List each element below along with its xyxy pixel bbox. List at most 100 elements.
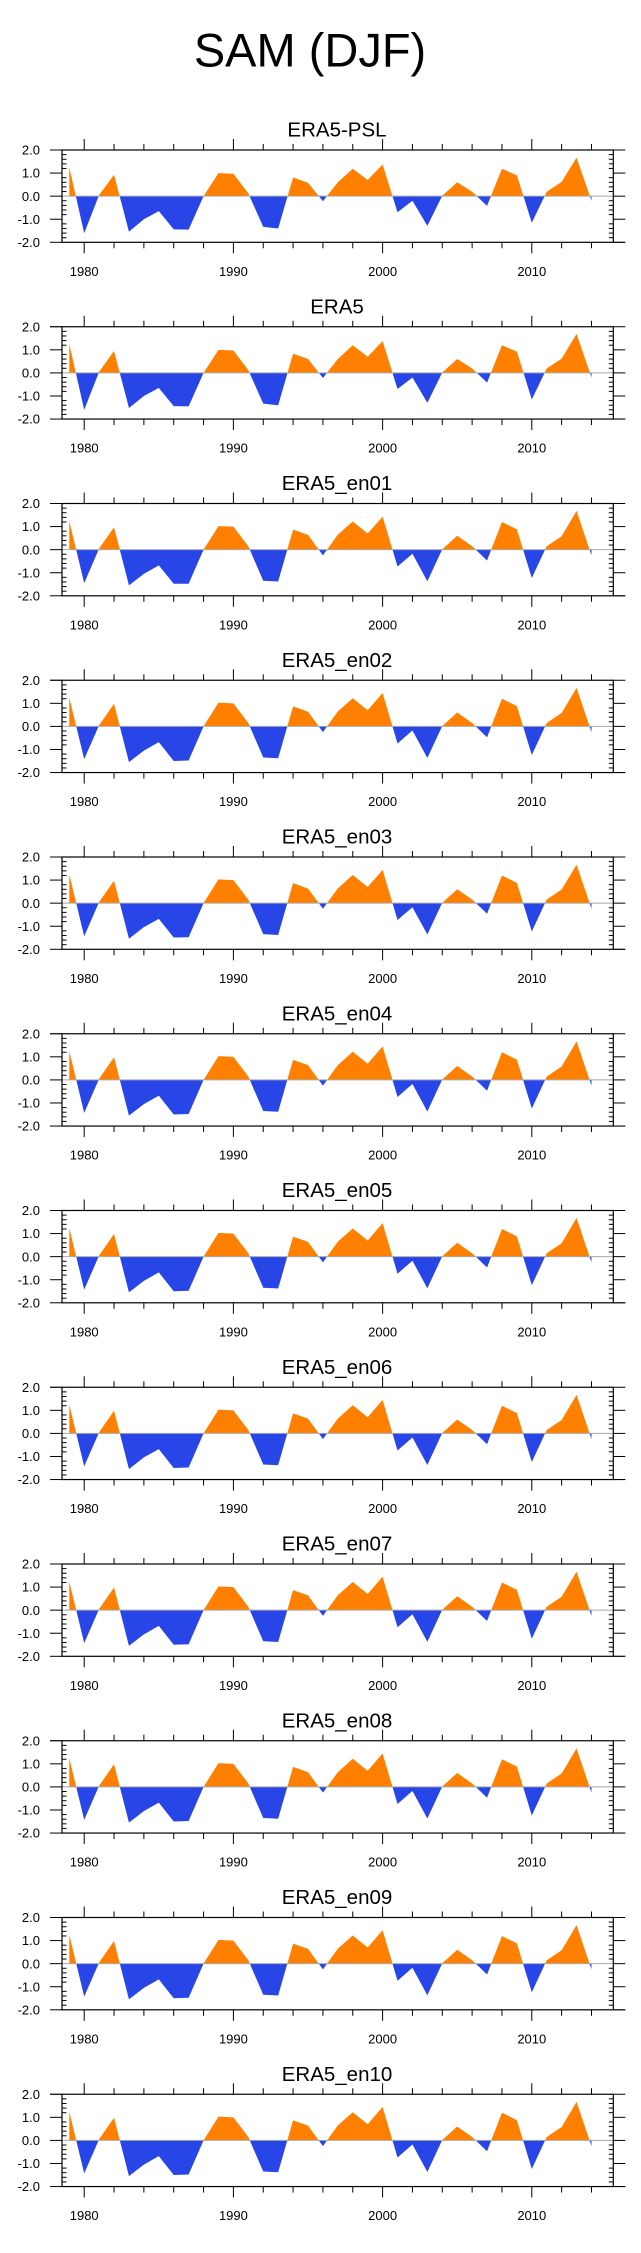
x-tick-label: 2010 bbox=[517, 2208, 546, 2223]
positive-area bbox=[69, 2101, 590, 2141]
y-tick-label: 0.0 bbox=[22, 1603, 40, 1618]
x-tick-label: 1980 bbox=[70, 1148, 99, 1163]
x-tick-label: 1980 bbox=[70, 1324, 99, 1339]
x-tick-label: 1990 bbox=[219, 2031, 248, 2046]
negative-area bbox=[76, 726, 592, 763]
x-tick-label: 1980 bbox=[70, 1501, 99, 1516]
positive-area bbox=[69, 1394, 590, 1434]
y-tick-label: -1.0 bbox=[18, 212, 40, 227]
x-tick-label: 1980 bbox=[70, 264, 99, 279]
y-tick-label: 2.0 bbox=[22, 319, 40, 334]
x-tick-label: 2000 bbox=[368, 794, 397, 809]
panel-era5-en05: ERA5_en05 2.0 1.0 0.0 -1.0 -2.0 1980 1990 2000 20… bbox=[18, 1179, 626, 1339]
x-tick-label: 2000 bbox=[368, 264, 397, 279]
y-tick-label: -1.0 bbox=[18, 742, 40, 757]
x-tick-label: 2000 bbox=[368, 1324, 397, 1339]
x-tick-label: 1990 bbox=[219, 794, 248, 809]
x-tick-label: 2010 bbox=[517, 794, 546, 809]
y-tick-label: 1.0 bbox=[22, 2110, 40, 2125]
y-tick-label: 0.0 bbox=[22, 366, 40, 381]
y-tick-label: -2.0 bbox=[18, 765, 40, 780]
negative-area bbox=[76, 1786, 592, 1823]
y-tick-label: 2.0 bbox=[22, 1203, 40, 1218]
y-tick-label: 2.0 bbox=[22, 496, 40, 511]
y-tick-label: 1.0 bbox=[22, 1403, 40, 1418]
x-tick-label: 1990 bbox=[219, 617, 248, 632]
x-tick-label: 2000 bbox=[368, 971, 397, 986]
y-tick-label: 0.0 bbox=[22, 189, 40, 204]
panel-era5-en08: ERA5_en08 2.0 1.0 0.0 -1.0 -2.0 1980 1990 2000 20… bbox=[18, 1709, 626, 1870]
x-tick-label: 2010 bbox=[517, 2031, 546, 2046]
x-tick-label: 2010 bbox=[517, 1855, 546, 1870]
x-tick-label: 2000 bbox=[368, 1678, 397, 1693]
panel-title: ERA5_en03 bbox=[282, 826, 393, 849]
y-tick-label: -1.0 bbox=[18, 919, 40, 934]
x-tick-label: 2010 bbox=[517, 617, 546, 632]
y-tick-label: 0.0 bbox=[22, 1956, 40, 1971]
x-tick-label: 2010 bbox=[517, 1501, 546, 1516]
y-tick-label: -1.0 bbox=[18, 1096, 40, 1111]
y-tick-label: 1.0 bbox=[22, 342, 40, 357]
y-tick-label: 1.0 bbox=[22, 1226, 40, 1241]
x-tick-label: 1990 bbox=[219, 441, 248, 456]
panel-title: ERA5-PSL bbox=[287, 119, 386, 142]
y-tick-label: 1.0 bbox=[22, 1580, 40, 1595]
x-tick-label: 1990 bbox=[219, 1501, 248, 1516]
panel-era5-en04: ERA5_en04 2.0 1.0 0.0 -1.0 -2.0 1980 1990 2000 20… bbox=[18, 1002, 626, 1163]
x-tick-label: 1990 bbox=[219, 1324, 248, 1339]
y-tick-label: 0.0 bbox=[22, 1780, 40, 1795]
x-tick-label: 1990 bbox=[219, 1855, 248, 1870]
y-tick-label: -2.0 bbox=[18, 588, 40, 603]
panel-title: ERA5_en10 bbox=[282, 2063, 393, 2086]
y-tick-label: 0.0 bbox=[22, 1249, 40, 1264]
positive-area bbox=[69, 1041, 590, 1080]
y-tick-label: 2.0 bbox=[22, 850, 40, 865]
figure-title: SAM (DJF) bbox=[194, 24, 426, 77]
y-tick-label: 1.0 bbox=[22, 1756, 40, 1771]
x-tick-label: 1980 bbox=[70, 617, 99, 632]
negative-area bbox=[75, 372, 592, 410]
panel-era5-en07: ERA5_en07 2.0 1.0 0.0 -1.0 -2.0 1980 1990 2000 20… bbox=[18, 1533, 626, 1693]
x-tick-label: 2000 bbox=[368, 1148, 397, 1163]
panel-title: ERA5_en06 bbox=[282, 1356, 393, 1379]
x-tick-label: 1980 bbox=[70, 1855, 99, 1870]
y-tick-label: -1.0 bbox=[18, 1803, 40, 1818]
y-tick-label: -2.0 bbox=[18, 235, 40, 250]
y-tick-label: 0.0 bbox=[22, 2133, 40, 2148]
x-tick-label: 1990 bbox=[219, 1148, 248, 1163]
panel-era5-en01: ERA5_en01 2.0 1.0 0.0 -1.0 -2.0 1980 1990 2000 20… bbox=[18, 472, 626, 632]
y-tick-label: 2.0 bbox=[22, 1026, 40, 1041]
y-tick-label: 0.0 bbox=[22, 719, 40, 734]
negative-area bbox=[76, 1610, 592, 1646]
x-tick-label: 1980 bbox=[70, 794, 99, 809]
panel-title: ERA5_en01 bbox=[282, 472, 393, 495]
y-tick-label: -1.0 bbox=[18, 1979, 40, 1994]
negative-area bbox=[76, 549, 592, 586]
panel-title: ERA5_en05 bbox=[282, 1179, 393, 1202]
x-tick-label: 2010 bbox=[517, 264, 546, 279]
panel-title: ERA5_en07 bbox=[282, 1533, 393, 1556]
positive-area bbox=[69, 510, 590, 550]
x-tick-label: 2010 bbox=[517, 1148, 546, 1163]
y-tick-label: 0.0 bbox=[22, 896, 40, 911]
y-tick-label: 1.0 bbox=[22, 1049, 40, 1064]
positive-area bbox=[69, 157, 590, 197]
y-tick-label: -1.0 bbox=[18, 565, 40, 580]
y-tick-label: -1.0 bbox=[18, 1272, 40, 1287]
x-tick-label: 2000 bbox=[368, 1855, 397, 1870]
y-tick-label: -2.0 bbox=[18, 1295, 40, 1310]
panel-era5-psl: ERA5-PSL 2.0 1.0 0.0 -1.0 -2.0 1980 1990 2000 201… bbox=[18, 119, 626, 279]
y-tick-label: 1.0 bbox=[22, 696, 40, 711]
panel-title: ERA5 bbox=[310, 295, 364, 318]
negative-area bbox=[76, 1963, 592, 2000]
panel-era5-en10: ERA5_en10 2.0 1.0 0.0 -1.0 -2.0 1980 1990 2000 20… bbox=[18, 2063, 626, 2223]
x-tick-label: 1980 bbox=[70, 2031, 99, 2046]
y-tick-label: 1.0 bbox=[22, 166, 40, 181]
y-tick-label: -1.0 bbox=[18, 2156, 40, 2171]
y-tick-label: 0.0 bbox=[22, 542, 40, 557]
y-tick-label: 1.0 bbox=[22, 1933, 40, 1948]
x-tick-label: 1980 bbox=[70, 1678, 99, 1693]
y-tick-label: -1.0 bbox=[18, 1626, 40, 1641]
negative-area bbox=[76, 1256, 592, 1293]
